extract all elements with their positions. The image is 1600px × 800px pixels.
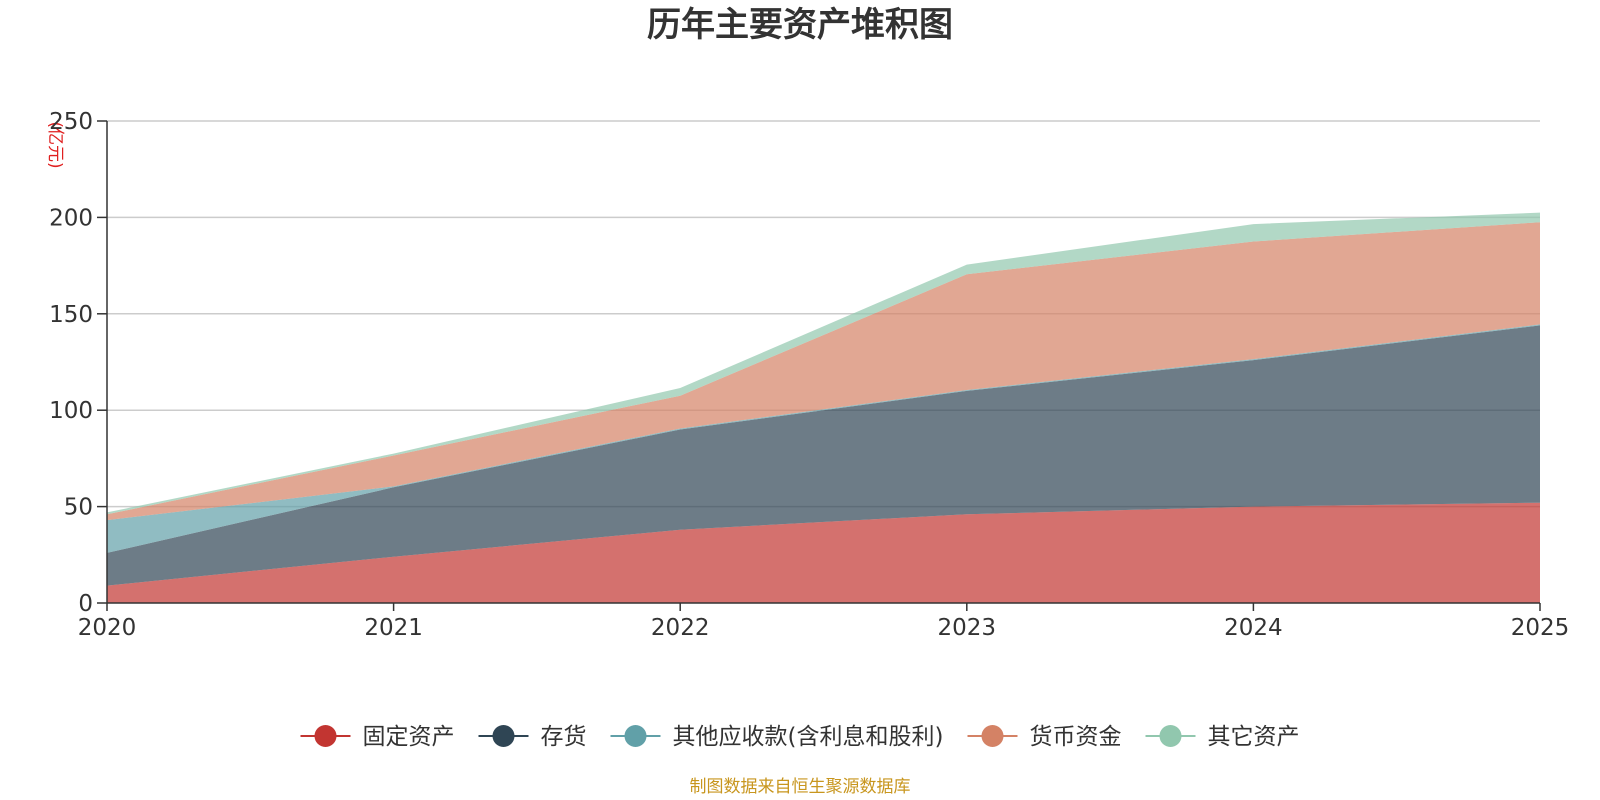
y-tick-label: 100: [49, 398, 93, 424]
area-series-5: [107, 212, 1540, 515]
chart-title: 历年主要资产堆积图: [647, 5, 953, 45]
legend-circle-marker: [1159, 725, 1182, 747]
area-series: [107, 212, 1540, 603]
data-source-footer: 制图数据来自恒生聚源数据库: [690, 777, 911, 797]
legend-label: 其它资产: [1208, 724, 1300, 750]
x-tick-label: 2022: [651, 615, 710, 641]
legend-circle-marker: [981, 725, 1004, 747]
legend-label: 存货: [541, 724, 587, 750]
x-tick-label: 2023: [938, 615, 997, 641]
legend-item-1[interactable]: 固定资产: [300, 724, 455, 750]
legend-circle-marker: [624, 725, 647, 747]
y-tick-label: 250: [49, 109, 93, 135]
legend-label: 其他应收款(含利息和股利): [673, 724, 944, 750]
y-tick-label: 150: [49, 302, 93, 328]
area-series-4: [107, 222, 1540, 521]
legend-label: 货币资金: [1030, 724, 1122, 750]
legend-label: 固定资产: [363, 724, 455, 750]
area-series-2: [107, 325, 1540, 586]
area-series-1: [107, 502, 1540, 603]
legend-item-3[interactable]: 其他应收款(含利息和股利): [610, 724, 944, 750]
y-tick-label: 0: [78, 591, 93, 617]
y-tick-label: 50: [64, 495, 93, 521]
x-tick-label: 2025: [1511, 615, 1570, 641]
legend-circle-marker: [492, 725, 515, 747]
y-tick-label: 200: [49, 205, 93, 231]
axes: 0 50 100 150 200 250 2020 2021 2022 2023 2024 2025: [49, 109, 1569, 641]
legend-circle-marker: [314, 725, 337, 747]
x-tick-label: 2020: [78, 615, 137, 641]
y-axis-unit-label: (亿元): [45, 121, 65, 168]
legend-item-5[interactable]: 其它资产: [1145, 724, 1300, 750]
legend-item-2[interactable]: 存货: [478, 724, 587, 750]
legend-item-4[interactable]: 货币资金: [967, 724, 1122, 750]
x-tick-label: 2024: [1224, 615, 1283, 641]
x-tick-label: 2021: [364, 615, 423, 641]
legend: 固定资产 存货 其他应收款(含利息和股利) 货币资金 其它资产: [300, 724, 1300, 750]
